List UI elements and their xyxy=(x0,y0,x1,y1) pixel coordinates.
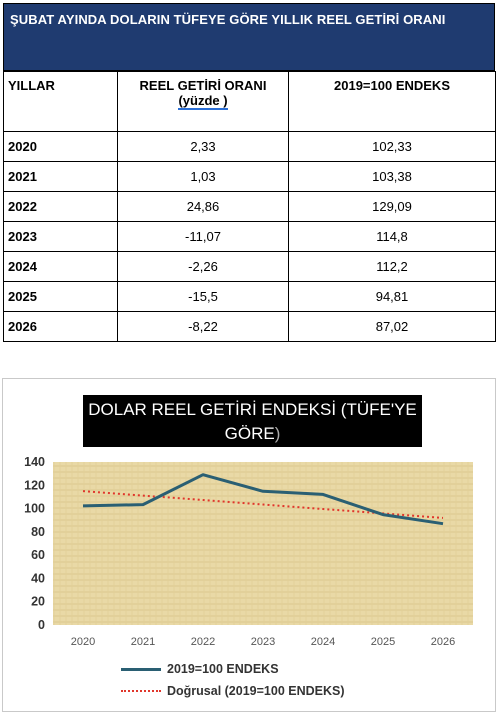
row-rate: -15,5 xyxy=(117,281,289,312)
row-year: 2022 xyxy=(3,191,118,222)
chart-title-main: DOLAR REEL GETİRİ ENDEKSİ (TÜFE'YE GÖRE xyxy=(88,400,417,443)
table-grid: YILLAR REEL GETİRİ ORANI (yüzde ) 2019=1… xyxy=(3,71,496,342)
row-rate: 2,33 xyxy=(117,131,289,162)
table-body: 2020 2,33 102,33 2021 1,03 103,38 2022 24,86 129… xyxy=(3,131,496,342)
x-tick-label: 2024 xyxy=(311,636,335,648)
index-series-line xyxy=(82,473,444,526)
legend-label-trend: Doğrusal (2019=100 ENDEKS) xyxy=(167,684,345,698)
row-year: 2026 xyxy=(3,311,118,342)
row-year: 2021 xyxy=(3,161,118,192)
table-row: 2026 -8,22 87,02 xyxy=(3,311,496,342)
row-year: 2025 xyxy=(3,281,118,312)
row-rate: -8,22 xyxy=(117,311,289,342)
row-index: 112,2 xyxy=(288,251,496,282)
y-tick-label: 40 xyxy=(31,571,45,585)
y-tick-label: 100 xyxy=(24,502,45,516)
row-rate: -2,26 xyxy=(117,251,289,282)
table-row: 2024 -2,26 112,2 xyxy=(3,251,496,282)
row-year: 2023 xyxy=(3,221,118,252)
row-index: 87,02 xyxy=(288,311,496,342)
table-row: 2020 2,33 102,33 xyxy=(3,131,496,162)
x-tick-label: 2022 xyxy=(191,636,215,648)
y-tick-label: 140 xyxy=(24,455,45,469)
header-real-return: REEL GETİRİ ORANI (yüzde ) xyxy=(117,71,289,132)
line-chart: 0 20 40 60 80 100 120 140 2020 2021 2022 2023 2024 20… xyxy=(24,455,473,648)
y-tick-label: 60 xyxy=(31,548,45,562)
chart-legend: 2019=100 ENDEKS Doğrusal (2019=100 ENDEK… xyxy=(121,658,345,702)
row-rate: 24,86 xyxy=(117,191,289,222)
chart-frame: 0 20 40 60 80 100 120 140 2020 2021 2022 2023 2024 20… xyxy=(2,378,496,712)
table-row: 2022 24,86 129,09 xyxy=(3,191,496,222)
table-title: ŞUBAT AYINDA DOLARIN TÜFEYE GÖRE YILLIK … xyxy=(3,3,495,71)
chart-title: DOLAR REEL GETİRİ ENDEKSİ (TÜFE'YE GÖRE) xyxy=(83,395,422,447)
legend-swatch-dotted xyxy=(121,690,161,692)
row-rate: -11,07 xyxy=(117,221,289,252)
x-tick-label: 2020 xyxy=(71,636,95,648)
y-tick-label: 0 xyxy=(38,618,45,632)
x-tick-label: 2026 xyxy=(431,636,455,648)
plot-area xyxy=(53,462,473,625)
header-unit-label: (yüzde ) xyxy=(178,93,228,110)
header-real-return-label: REEL GETİRİ ORANI xyxy=(139,78,267,93)
y-tick-label: 80 xyxy=(31,525,45,539)
row-index: 129,09 xyxy=(288,191,496,222)
legend-entry-trend: Doğrusal (2019=100 ENDEKS) xyxy=(121,680,345,702)
table-row: 2023 -11,07 114,8 xyxy=(3,221,496,252)
row-index: 102,33 xyxy=(288,131,496,162)
row-rate: 1,03 xyxy=(117,161,289,192)
row-year: 2020 xyxy=(3,131,118,162)
table-row: 2025 -15,5 94,81 xyxy=(3,281,496,312)
x-tick-label: 2025 xyxy=(371,636,395,648)
table-header-row: YILLAR REEL GETİRİ ORANI (yüzde ) 2019=1… xyxy=(3,71,496,132)
header-index: 2019=100 ENDEKS xyxy=(288,71,496,132)
x-tick-label: 2023 xyxy=(251,636,275,648)
legend-label-index: 2019=100 ENDEKS xyxy=(167,662,279,676)
row-index: 114,8 xyxy=(288,221,496,252)
row-index: 94,81 xyxy=(288,281,496,312)
data-table: ŞUBAT AYINDA DOLARIN TÜFEYE GÖRE YILLIK … xyxy=(3,3,496,342)
y-tick-label: 20 xyxy=(31,595,45,609)
header-years: YILLAR xyxy=(3,71,118,132)
chart-title-end: ) xyxy=(274,424,281,443)
row-year: 2024 xyxy=(3,251,118,282)
legend-entry-index: 2019=100 ENDEKS xyxy=(121,658,345,680)
legend-swatch-solid xyxy=(121,667,161,671)
y-tick-label: 120 xyxy=(24,478,45,492)
x-tick-label: 2021 xyxy=(131,636,155,648)
row-index: 103,38 xyxy=(288,161,496,192)
table-row: 2021 1,03 103,38 xyxy=(3,161,496,192)
